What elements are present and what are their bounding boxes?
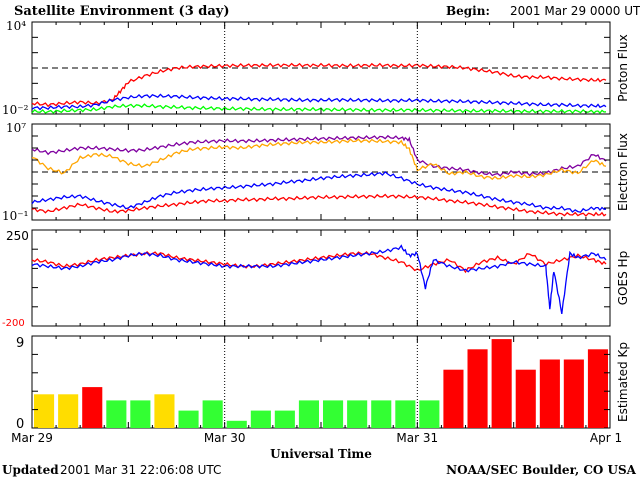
kp-ytick-bottom: 0 <box>16 417 24 432</box>
proton-ytick-top: 10⁴ <box>6 19 26 33</box>
kp-bar <box>467 349 488 428</box>
xtick-mar29: Mar 29 <box>11 431 53 445</box>
xtick-mar30: Mar 30 <box>204 431 246 445</box>
proton-ytick-bottom: 10⁻² <box>2 103 29 117</box>
kp-bar <box>178 410 199 428</box>
kp-bar <box>539 359 560 428</box>
proton-flux-plot <box>31 21 610 115</box>
electron-ytick-bottom: 10⁻¹ <box>2 209 28 223</box>
hp-panel-frame <box>31 229 611 327</box>
updated-label: Updated <box>2 463 59 477</box>
kp-bar <box>395 400 416 428</box>
hp-ylabel: GOES Hp <box>616 251 630 305</box>
kp-bar <box>154 394 175 428</box>
kp-bar <box>443 369 464 428</box>
kp-bar <box>298 400 319 428</box>
electron-series-red <box>31 193 607 217</box>
kp-bar <box>491 339 512 428</box>
kp-bar <box>419 400 440 428</box>
electron-ytick-top: 10⁷ <box>6 121 26 135</box>
hp-ytick-bottom: -200 <box>2 318 25 329</box>
hp-ytick-top: 250 <box>6 229 29 243</box>
kp-bar <box>106 400 127 428</box>
kp-bar <box>347 400 368 428</box>
kp-bar <box>323 400 344 428</box>
electron-ylabel: Electron Flux <box>616 133 630 211</box>
updated-value: 2001 Mar 31 22:06:08 UTC <box>60 463 221 477</box>
proton-series-green <box>31 103 607 114</box>
x-axis-label: Universal Time <box>270 447 372 461</box>
electron-flux-plot <box>31 123 610 221</box>
kp-bar <box>130 400 151 428</box>
proton-series-red <box>31 62 607 108</box>
electron-series-orange <box>31 138 607 181</box>
hp-series-blue <box>31 244 607 315</box>
kp-bar <box>202 400 223 428</box>
proton-series-blue <box>31 93 607 111</box>
kp-bar <box>82 387 103 428</box>
estimated-kp-plot <box>32 335 610 429</box>
kp-bar <box>34 394 55 428</box>
chart-title: Satellite Environment (3 day) <box>14 4 229 19</box>
kp-bar <box>250 410 271 428</box>
begin-value: 2001 Mar 29 0000 UTC <box>510 4 640 18</box>
kp-bar <box>563 359 584 428</box>
kp-ytick-top: 9 <box>16 336 24 351</box>
kp-bar <box>587 349 608 428</box>
hp-series-red <box>31 250 607 274</box>
xtick-apr1: Apr 1 <box>590 431 622 445</box>
kp-bar <box>226 420 247 428</box>
kp-ylabel: Estimated Kp <box>616 342 630 422</box>
panels <box>31 21 611 429</box>
credit-text: NOAA/SEC Boulder, CO USA <box>446 463 637 477</box>
electron-series-blue <box>31 170 606 213</box>
goes-hp-plot <box>31 229 610 327</box>
kp-bar <box>515 369 536 428</box>
kp-bar <box>58 394 79 428</box>
proton-ylabel: Proton Flux <box>616 34 630 101</box>
begin-label: Begin: <box>446 4 490 18</box>
kp-bar <box>274 410 295 428</box>
xtick-mar31: Mar 31 <box>396 431 438 445</box>
electron-series-purple <box>31 134 607 177</box>
kp-bar <box>371 400 392 428</box>
